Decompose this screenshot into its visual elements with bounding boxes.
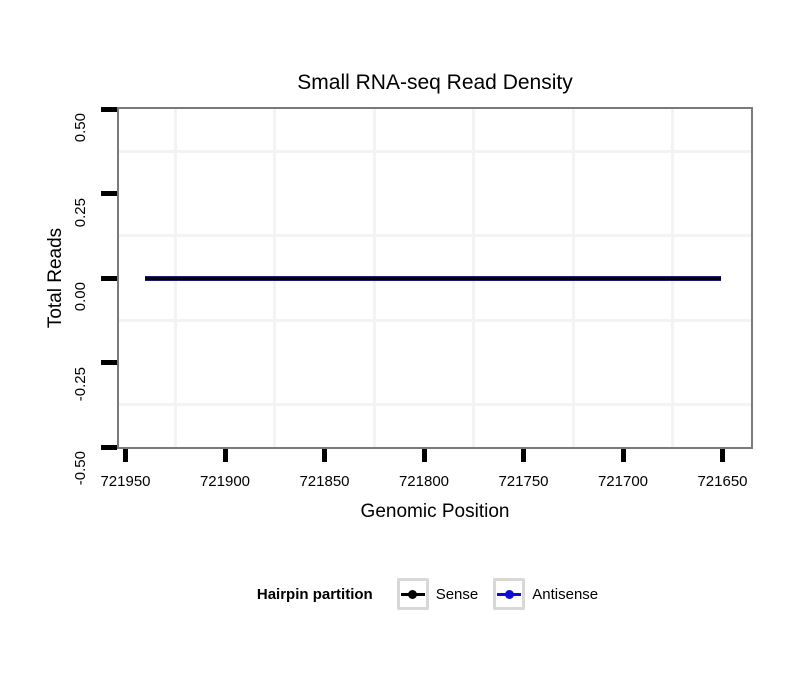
chart-title: Small RNA-seq Read Density	[297, 71, 573, 94]
x-tick	[521, 449, 526, 462]
x-tick	[720, 449, 725, 462]
x-tick	[123, 449, 128, 462]
y-axis: 0.50 0.25 0.00 -0.25 -0.50	[0, 106, 117, 485]
gridline-minor-horizontal	[119, 234, 751, 238]
x-tick-label: 721650	[697, 473, 748, 490]
y-tick-label-text: -0.25	[72, 366, 89, 401]
y-tick	[101, 191, 117, 196]
y-tick-label-text: 0.50	[72, 113, 89, 143]
x-tick-label: 721900	[199, 473, 251, 490]
gridline-minor-horizontal	[119, 403, 751, 407]
x-axis-title: Genomic Position	[360, 501, 510, 522]
y-tick	[101, 275, 117, 281]
legend-key-sense	[396, 578, 429, 610]
y-tick-label-text: -0.50	[72, 451, 89, 486]
y-axis-title-text: Total Reads	[45, 227, 66, 329]
gridline-minor-horizontal	[119, 318, 751, 322]
x-tick	[322, 449, 327, 462]
y-tick	[101, 444, 117, 450]
legend-dot-sense	[408, 589, 418, 599]
legend-label-sense: Sense	[435, 585, 479, 603]
x-tick-label: 721750	[498, 473, 549, 490]
legend-key-antisense	[493, 578, 526, 610]
x-tick-label: 721950	[100, 473, 151, 490]
gridline-minor-horizontal	[119, 149, 751, 153]
legend: Hairpin partition Sense Antisense	[117, 576, 753, 612]
y-tick-label-text: 0.00	[72, 282, 89, 312]
series-line-sense	[145, 276, 721, 280]
y-tick	[101, 360, 117, 365]
x-tick	[421, 449, 427, 462]
legend-dot-antisense	[504, 589, 514, 599]
y-tick-label-text: 0.25	[72, 197, 89, 227]
legend-label-antisense: Antisense	[532, 585, 599, 603]
x-tick	[222, 449, 228, 462]
y-tick	[101, 106, 117, 112]
plot-panel	[117, 107, 753, 449]
legend-title: Hairpin partition	[256, 585, 373, 603]
x-axis: 721950 721900 721850 721800 721750 721700 7216…	[100, 449, 751, 494]
x-tick-label: 721850	[299, 473, 350, 490]
x-tick-label: 721800	[398, 473, 450, 490]
x-tick	[620, 449, 626, 462]
x-tick-label: 721700	[597, 473, 649, 490]
